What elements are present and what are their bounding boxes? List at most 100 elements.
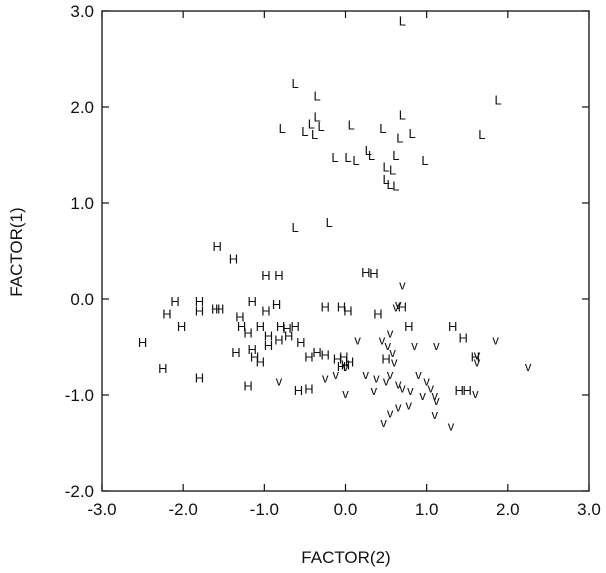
data-point-L: L xyxy=(399,108,406,123)
data-point-L: L xyxy=(292,76,299,91)
x-tick-label: 0.0 xyxy=(334,500,358,519)
data-point-H: H xyxy=(195,371,204,386)
data-point-H: H xyxy=(294,383,303,398)
data-point-H: H xyxy=(333,352,342,367)
data-point-L: L xyxy=(389,162,396,177)
data-point-H: H xyxy=(243,326,252,341)
data-point-v: v xyxy=(419,388,426,403)
data-point-H: H xyxy=(177,319,186,334)
data-point-L: L xyxy=(387,177,394,192)
data-point-v: v xyxy=(474,354,481,369)
data-point-H: H xyxy=(463,383,472,398)
data-point-v: v xyxy=(525,359,532,374)
data-point-v: v xyxy=(415,367,422,382)
data-point-H: H xyxy=(321,300,330,315)
data-point-H: H xyxy=(304,350,313,365)
data-point-L: L xyxy=(326,215,333,230)
data-point-v: v xyxy=(389,345,396,360)
data-point-H: H xyxy=(158,361,167,376)
y-axis-label: FACTOR(1) xyxy=(7,207,26,296)
data-point-H: H xyxy=(237,319,246,334)
data-point-v: v xyxy=(492,332,499,347)
data-point-v: v xyxy=(433,393,440,408)
data-point-H: H xyxy=(235,309,244,324)
data-point-H: H xyxy=(373,306,382,321)
data-point-v: v xyxy=(383,374,390,389)
data-point-H: H xyxy=(138,335,147,350)
y-tick-label: -2.0 xyxy=(65,482,94,501)
data-point-H: H xyxy=(361,265,370,280)
data-point-H: H xyxy=(296,335,305,350)
data-point-H: H xyxy=(458,330,467,345)
data-point-H: H xyxy=(261,304,270,319)
y-tick-labels: -2.0 -1.0 0.0 1.0 2.0 3.0 xyxy=(65,2,94,501)
data-point-L: L xyxy=(313,110,320,125)
data-point-H: H xyxy=(404,319,413,334)
data-point-H: H xyxy=(304,381,313,396)
data-point-L: L xyxy=(382,160,389,175)
data-point-v: v xyxy=(427,380,434,395)
data-point-v: v xyxy=(387,367,394,382)
data-point-H: H xyxy=(339,350,348,365)
data-point-H: H xyxy=(345,354,354,369)
data-point-L: L xyxy=(365,143,372,158)
data-point-H: H xyxy=(312,345,321,360)
data-point-v: v xyxy=(371,383,378,398)
data-point-v: v xyxy=(423,374,430,389)
data-point-H: H xyxy=(256,354,265,369)
data-point-L: L xyxy=(318,119,325,134)
data-point-L: L xyxy=(279,121,286,136)
data-point-L: L xyxy=(408,126,415,141)
data-point-L: L xyxy=(399,14,406,29)
data-point-L: L xyxy=(494,92,501,107)
data-point-v: v xyxy=(474,348,481,363)
x-tick-label: -1.0 xyxy=(250,500,279,519)
data-point-H: H xyxy=(272,297,281,312)
data-point-H: H xyxy=(247,342,256,357)
data-point-H: H xyxy=(369,266,378,281)
data-point-v: v xyxy=(448,419,455,434)
data-point-v: v xyxy=(322,371,329,386)
data-point-H: H xyxy=(170,294,179,309)
data-point-H: H xyxy=(264,338,273,353)
data-point-H: H xyxy=(448,319,457,334)
data-point-L: L xyxy=(313,88,320,103)
data-point-H: H xyxy=(284,328,293,343)
data-point-v: v xyxy=(387,405,394,420)
data-point-v: v xyxy=(411,338,418,353)
data-point-v: v xyxy=(395,297,402,312)
data-point-H: H xyxy=(243,378,252,393)
data-point-v: v xyxy=(380,415,387,430)
data-point-v: v xyxy=(342,359,349,374)
data-point-v: v xyxy=(391,354,398,369)
x-tick-label: 1.0 xyxy=(415,500,439,519)
data-point-L: L xyxy=(421,153,428,168)
data-point-H: H xyxy=(247,294,256,309)
data-point-H: H xyxy=(211,302,220,317)
data-point-H: H xyxy=(195,294,204,309)
data-point-L: L xyxy=(379,121,386,136)
data-point-v: v xyxy=(342,386,349,401)
data-point-H: H xyxy=(290,319,299,334)
data-point-v: v xyxy=(406,398,413,413)
data-point-H: H xyxy=(250,350,259,365)
data-point-H: H xyxy=(215,302,224,317)
data-point-H: H xyxy=(261,268,270,283)
x-tick-label: 3.0 xyxy=(577,500,601,519)
data-point-L: L xyxy=(331,150,338,165)
data-point-H: H xyxy=(341,357,350,372)
data-point-H: H xyxy=(213,239,222,254)
data-point-L: L xyxy=(392,148,399,163)
data-point-L: L xyxy=(301,124,308,139)
data-point-H: H xyxy=(256,319,265,334)
data-point-L: L xyxy=(352,153,359,168)
data-point-L: L xyxy=(308,116,315,131)
x-tick-labels: -3.0 -2.0 -1.0 0.0 1.0 2.0 3.0 xyxy=(87,500,600,519)
x-tick-label: 2.0 xyxy=(496,500,520,519)
data-point-H: H xyxy=(231,345,240,360)
data-point-L: L xyxy=(382,172,389,187)
data-point-H: H xyxy=(381,352,390,367)
data-point-H: H xyxy=(398,300,407,315)
data-point-L: L xyxy=(311,127,318,142)
